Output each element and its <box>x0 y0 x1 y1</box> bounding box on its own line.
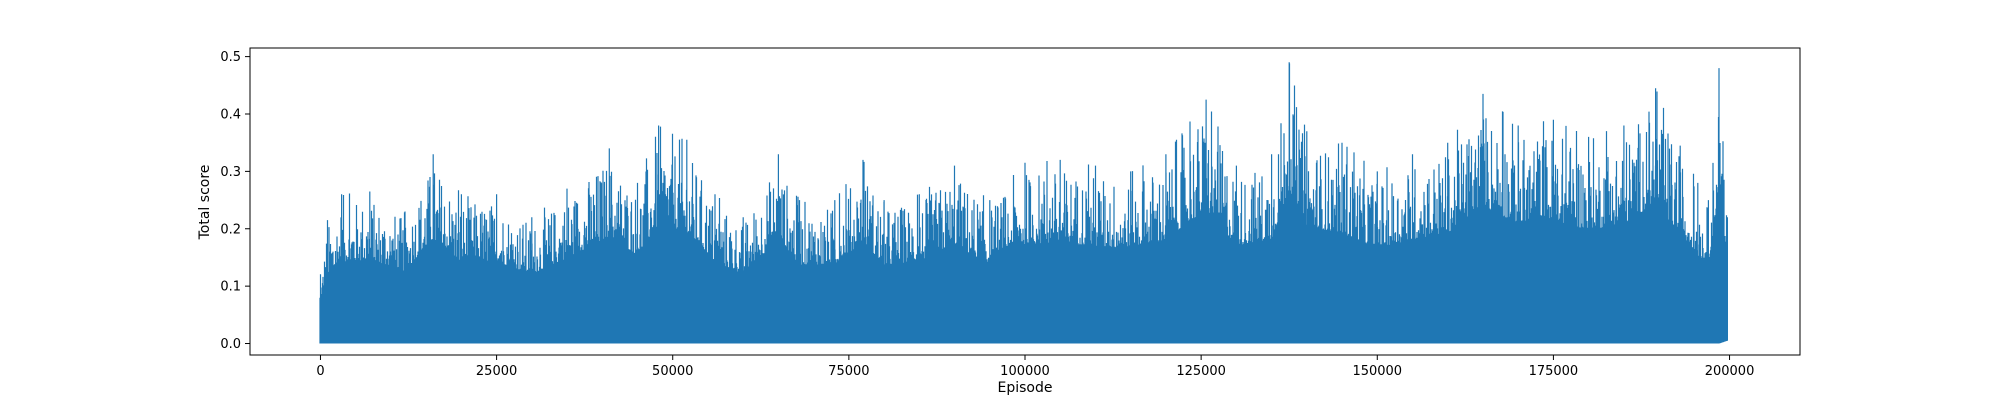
x-tick-label: 25000 <box>476 364 517 379</box>
y-tick-label: 0.1 <box>220 280 241 295</box>
y-tick-label: 0.5 <box>220 50 241 65</box>
x-axis: 0 25000 50000 75000 100000 125000 150000 175000… <box>316 355 1754 379</box>
x-tick-label: 150000 <box>1352 364 1402 379</box>
x-tick-label: 125000 <box>1176 364 1226 379</box>
y-axis-label: Total score <box>197 165 213 241</box>
y-tick-label: 0.4 <box>220 107 241 122</box>
series-line <box>319 62 1728 344</box>
x-tick-label: 0 <box>316 364 324 379</box>
plot-area <box>319 62 1728 344</box>
x-tick-label: 75000 <box>828 364 869 379</box>
x-axis-label: Episode <box>998 380 1053 396</box>
x-tick-label: 200000 <box>1705 364 1755 379</box>
y-axis: 0.0 0.1 0.2 0.3 0.4 0.5 <box>220 50 250 352</box>
x-tick-label: 100000 <box>1000 364 1050 379</box>
x-tick-label: 50000 <box>652 364 693 379</box>
y-tick-label: 0.2 <box>220 222 241 237</box>
y-tick-label: 0.3 <box>220 165 241 180</box>
y-tick-label: 0.0 <box>220 337 241 352</box>
x-tick-label: 175000 <box>1529 364 1579 379</box>
